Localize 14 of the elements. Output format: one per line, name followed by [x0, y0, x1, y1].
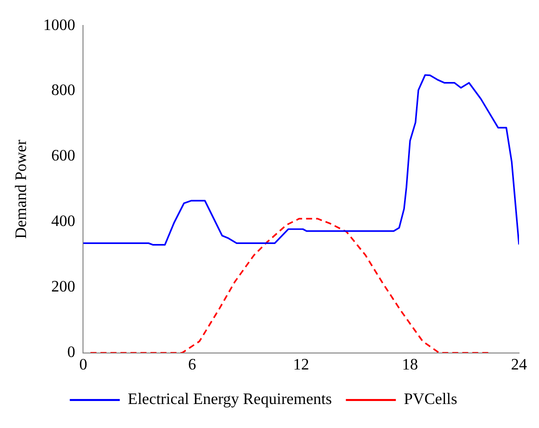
x-tick-label: 6 — [188, 356, 196, 374]
y-tick-label: 1000 — [43, 16, 76, 34]
y-axis-title: Demand Power — [12, 138, 30, 239]
x-tick-label: 24 — [511, 356, 527, 374]
y-tick-label: 400 — [51, 213, 76, 230]
y-tick-label: 800 — [51, 82, 76, 100]
x-tick-label: 0 — [79, 356, 88, 374]
legend-label: PVCells — [404, 391, 458, 408]
legend-label: Electrical Energy Requirements — [128, 391, 332, 408]
x-tick-label: 18 — [402, 356, 418, 374]
y-tick-label: 600 — [51, 148, 76, 165]
x-tick-label: 12 — [293, 356, 310, 374]
y-tick-label: 0 — [67, 344, 76, 362]
y-tick-label: 200 — [51, 278, 76, 296]
